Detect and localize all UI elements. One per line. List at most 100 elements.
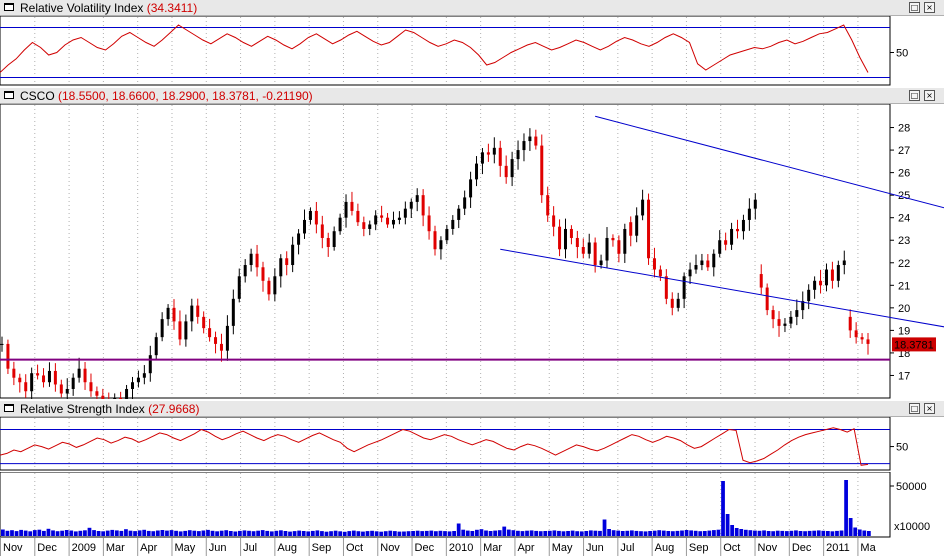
volume-bar: [119, 530, 124, 536]
price-candle-body: [291, 244, 295, 266]
price-candle-body: [510, 159, 514, 178]
volume-bar: [306, 531, 311, 536]
price-candle-body: [297, 233, 301, 245]
price-candle-body: [89, 382, 93, 392]
price-frame: [0, 104, 891, 399]
rvi-title: Relative Volatility Index: [20, 1, 144, 15]
volume-bar: [593, 530, 598, 536]
volume-bar: [402, 531, 406, 536]
volume-bar: [716, 529, 721, 536]
price-candle-body: [368, 224, 372, 229]
volume-bar: [661, 530, 666, 536]
price-candle-body: [664, 276, 668, 299]
volume-bar: [96, 531, 101, 536]
rsi-title: Relative Strength Index: [20, 402, 145, 416]
close-button[interactable]: ×: [924, 2, 935, 13]
volume-bar: [516, 530, 520, 536]
volume-bar: [187, 530, 192, 536]
time-axis-label: Aug: [277, 542, 297, 554]
close-button[interactable]: ×: [924, 90, 935, 101]
volume-bar: [743, 529, 748, 536]
restore-button[interactable]: □: [909, 2, 920, 13]
time-axis-label: Mar: [483, 542, 502, 554]
volume-bar: [219, 530, 224, 536]
volume-bar: [721, 481, 725, 536]
rsi-pane: Relative Strength Index (27.9668) □ × 50: [0, 401, 944, 471]
price-candle-body: [77, 368, 81, 378]
price-candle-body: [706, 260, 710, 268]
volume-bar: [547, 530, 552, 536]
time-axis-label: Jun: [209, 542, 227, 554]
price-candle-body: [736, 228, 740, 232]
price-candle-body: [196, 305, 200, 317]
price-candle-body: [563, 228, 567, 250]
volume-bar: [292, 531, 297, 536]
volume-bar: [447, 531, 452, 536]
restore-button[interactable]: □: [909, 90, 920, 101]
volume-bar: [347, 531, 352, 536]
volume-bar: [839, 530, 844, 536]
volume-bar: [689, 530, 693, 536]
volume-bar: [105, 530, 110, 536]
volume-bar: [693, 530, 698, 536]
volume-bar: [14, 531, 19, 536]
pane-window-icon: [4, 91, 14, 99]
rvi-title-bar[interactable]: Relative Volatility Index (34.3411) □ ×: [0, 0, 944, 16]
volume-bar: [543, 531, 548, 536]
price-value: (18.5500, 18.6600, 18.2900, 18.3781, -0.…: [58, 89, 313, 103]
rsi-title-bar[interactable]: Relative Strength Index (27.9668) □ ×: [0, 401, 944, 417]
time-axis-label: Oct: [723, 542, 740, 554]
volume-bar: [160, 530, 165, 536]
volume-bar: [178, 531, 183, 536]
price-candle-body: [225, 325, 229, 351]
price-candle-body: [397, 217, 401, 220]
price-candle-body: [47, 370, 51, 383]
price-candle-body: [463, 197, 467, 209]
volume-bar: [844, 480, 848, 536]
price-candle-body: [279, 258, 283, 277]
time-axis-label: Oct: [346, 542, 363, 554]
time-axis-label: May: [552, 542, 573, 554]
time-axis-label: Sep: [312, 542, 332, 554]
volume-bar: [42, 530, 46, 536]
volume-bar: [620, 531, 625, 536]
volume-bar: [625, 530, 630, 536]
volume-bar: [712, 530, 716, 536]
price-candle-body: [558, 226, 562, 250]
volume-bar: [534, 530, 539, 536]
price-candle-body: [617, 240, 621, 254]
volume-bar: [28, 531, 33, 536]
price-candle-body: [172, 307, 176, 322]
time-axis: Nov Dec 2009 Mar Apr May Jun Jul Aug Sep Oct Nov Dec…: [0, 538, 944, 556]
price-candle-body: [415, 195, 419, 202]
price-candle-body: [759, 274, 763, 288]
restore-button[interactable]: □: [909, 403, 920, 414]
volume-bar: [301, 531, 306, 536]
price-candle-body: [469, 179, 473, 198]
volume-bar: [274, 530, 279, 536]
volume-bar: [69, 530, 74, 536]
close-button[interactable]: ×: [924, 403, 935, 414]
volume-bar: [92, 530, 96, 536]
price-title-bar[interactable]: CSCO (18.5500, 18.6600, 18.2900, 18.3781…: [0, 88, 944, 104]
time-axis-label: Nov: [758, 542, 778, 554]
price-candle-body: [741, 219, 745, 232]
volume-bar: [702, 531, 707, 536]
price-candle-body: [795, 310, 799, 317]
price-candle-body: [374, 215, 378, 225]
price-candle-body: [599, 260, 603, 266]
volume-bar: [365, 531, 370, 536]
price-candle-body: [824, 269, 828, 286]
price-candle-body: [427, 215, 431, 232]
price-candle-body: [504, 165, 508, 178]
volume-bar: [830, 531, 835, 536]
time-axis-background: [0, 538, 944, 556]
volume-bar: [771, 531, 776, 536]
time-axis-label: Jun: [586, 542, 604, 554]
volume-bar: [525, 530, 529, 536]
volume-bar: [853, 527, 858, 536]
price-candle-body: [534, 136, 538, 146]
price-candle-body: [386, 217, 390, 225]
volume-bar: [155, 530, 160, 536]
volume-bar: [821, 530, 826, 536]
